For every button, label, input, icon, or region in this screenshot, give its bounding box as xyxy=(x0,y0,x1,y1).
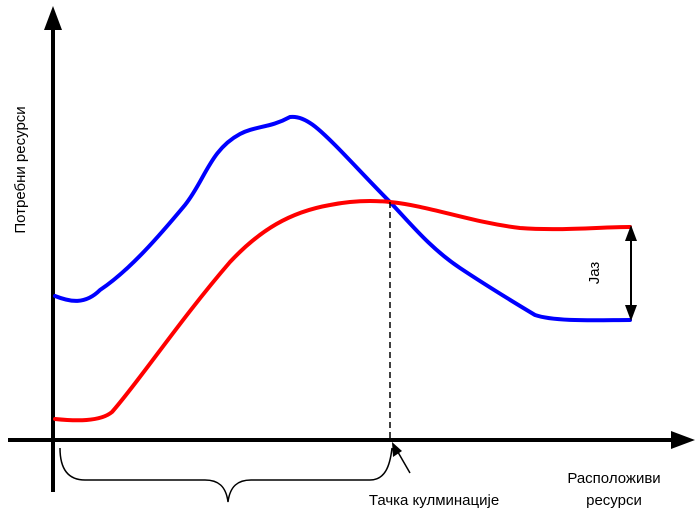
period-brace xyxy=(59,447,393,503)
x-axis-arrowhead xyxy=(671,431,695,449)
y-axis-label: Потребни ресурси xyxy=(12,106,29,233)
culmination-label: Тачка кулминације xyxy=(369,492,499,509)
culmination-pointer-head xyxy=(392,442,402,457)
available-resources-curve xyxy=(53,199,632,423)
gap-arrowhead-bottom xyxy=(625,305,637,321)
x-axis-label-line2: ресурси xyxy=(586,492,642,509)
gap-label: Јаз xyxy=(586,262,603,285)
required-resources-curve xyxy=(53,114,632,323)
x-axis-label-line1: Расположиви xyxy=(567,470,660,487)
y-axis-arrowhead xyxy=(44,6,62,30)
gap-arrowhead-top xyxy=(625,225,637,241)
